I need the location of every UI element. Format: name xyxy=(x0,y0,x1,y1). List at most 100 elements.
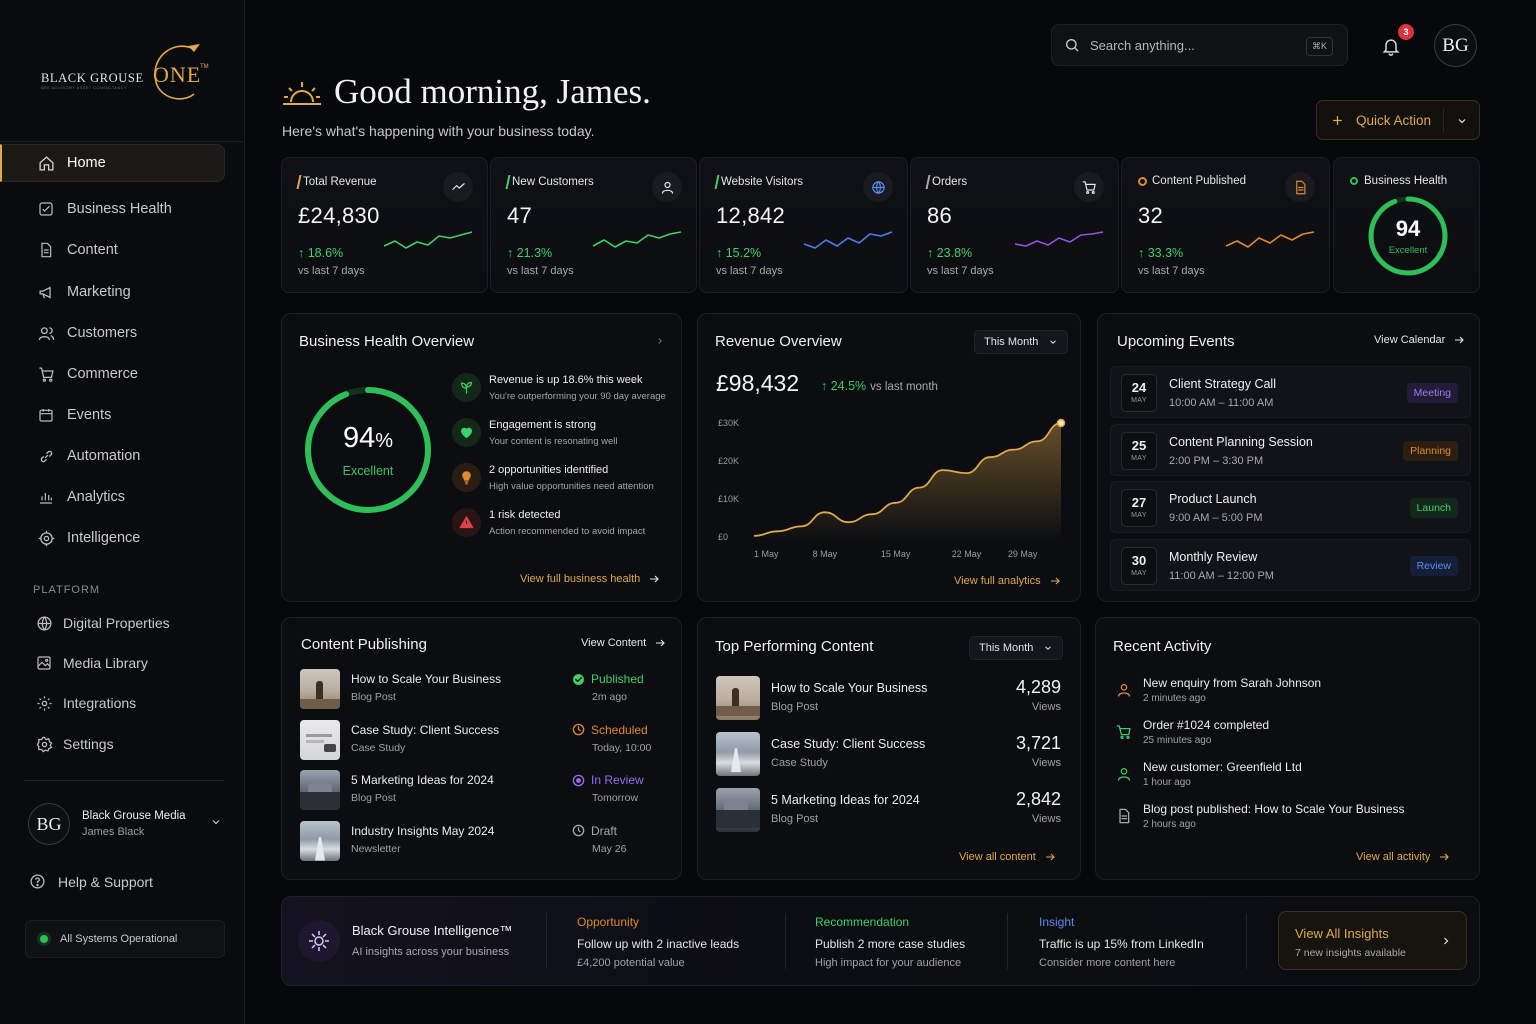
sidebar-item-label: Digital Properties xyxy=(63,615,170,631)
view-calendar-link[interactable]: View Calendar xyxy=(1374,334,1465,346)
sidebar-item-automation[interactable]: Automation xyxy=(0,437,225,475)
page-title: Good morning, James. xyxy=(334,72,651,111)
insight-opportunity[interactable]: Opportunity Follow up with 2 inactive le… xyxy=(577,915,739,969)
event-date: 24 MAY xyxy=(1121,374,1157,412)
account-avatar: BG xyxy=(28,803,70,845)
insight-desc: Action recommended to avoid impact xyxy=(489,526,646,537)
sidebar-item-media-library[interactable]: Media Library xyxy=(0,645,225,681)
quick-action-separator xyxy=(1443,109,1444,133)
chevron-down-icon xyxy=(1050,340,1057,344)
y-tick-label: £0 xyxy=(718,532,728,542)
y-tick-label: £10K xyxy=(718,494,739,504)
sidebar-item-customers[interactable]: Customers xyxy=(0,314,225,352)
sidebar-item-digital-properties[interactable]: Digital Properties xyxy=(0,605,225,641)
insight-subtext: £4,200 potential value xyxy=(577,957,685,969)
arrow-right-icon xyxy=(1050,577,1060,585)
top-content-period-select[interactable]: This Month xyxy=(969,636,1064,660)
panel-title: Revenue Overview xyxy=(715,333,842,350)
sidebar-item-marketing[interactable]: Marketing xyxy=(0,273,225,311)
search-bar[interactable]: ⌘K xyxy=(1051,24,1348,66)
kpi-change: ↑ 18.6% xyxy=(298,246,344,260)
kpi-value: 86 xyxy=(927,203,953,228)
x-tick-label: 15 May xyxy=(881,549,911,559)
sidebar-item-settings[interactable]: Settings xyxy=(0,726,225,762)
sidebar-item-home[interactable]: Home xyxy=(0,144,225,182)
insight-heading: Recommendation xyxy=(815,915,910,929)
view-all-insights-button[interactable]: View All Insights 7 new insights availab… xyxy=(1278,911,1467,970)
change-sub: vs last month xyxy=(870,381,938,393)
user-avatar[interactable]: BG xyxy=(1434,24,1477,67)
kpi-comparison: vs last 7 days xyxy=(507,265,574,277)
x-tick-label: 8 May xyxy=(813,549,838,559)
sidebar-item-analytics[interactable]: Analytics xyxy=(0,478,225,516)
event-item[interactable]: 30 MAY Monthly Review 11:00 AM – 12:00 P… xyxy=(1110,538,1471,591)
kpi-card-content-published[interactable]: Content Published 32 ↑ 33.3% vs last 7 d… xyxy=(1121,157,1330,293)
event-item[interactable]: 24 MAY Client Strategy Call 10:00 AM – 1… xyxy=(1110,366,1471,418)
view-business-health-link[interactable]: View full business health xyxy=(520,573,660,585)
content-item[interactable]: Industry Insights May 2024 Newsletter Dr… xyxy=(300,820,670,861)
content-when: Tomorrow xyxy=(592,792,639,804)
notifications-button[interactable] xyxy=(1369,24,1413,68)
view-all-content-link[interactable]: View all content xyxy=(959,851,1056,863)
sidebar-item-integrations[interactable]: Integrations xyxy=(0,685,225,721)
event-item[interactable]: 27 MAY Product Launch 9:00 AM – 5:00 PM … xyxy=(1110,481,1471,533)
activity-time: 2 minutes ago xyxy=(1143,693,1206,704)
top-content-item[interactable]: Case Study: Client Success Case Study 3,… xyxy=(716,732,1061,776)
user-icon xyxy=(1114,680,1134,700)
content-item[interactable]: 5 Marketing Ideas for 2024 Blog Post In … xyxy=(300,770,670,810)
kpi-card-business-health[interactable]: Business Health 94 Excellent xyxy=(1333,157,1480,293)
y-tick-label: £20K xyxy=(718,456,739,466)
kpi-title-text: Orders xyxy=(932,176,968,188)
quick-action-button[interactable]: Quick Action xyxy=(1316,100,1480,140)
kpi-card-total-revenue[interactable]: Total Revenue £24,830 ↑ 18.6% vs last 7 … xyxy=(281,157,488,293)
health-insight-item[interactable]: 1 risk detected Action recommended to av… xyxy=(452,508,645,537)
page-subtitle: Here's what's happening with your busine… xyxy=(282,123,595,139)
sidebar-divider xyxy=(24,780,224,781)
health-insight-item[interactable]: 2 opportunities identified High value op… xyxy=(452,463,654,492)
chevron-down-icon xyxy=(1045,646,1052,650)
sidebar-item-label: Home xyxy=(67,155,106,171)
health-score-value: 94% xyxy=(302,422,434,455)
kpi-card-new-customers[interactable]: New Customers 47 ↑ 21.3% vs last 7 days xyxy=(490,157,697,293)
kpi-title: Content Published xyxy=(1138,175,1246,187)
view-analytics-link[interactable]: View full analytics xyxy=(954,575,1061,587)
user-icon xyxy=(652,172,682,202)
chevron-right-icon[interactable] xyxy=(655,336,665,346)
content-item[interactable]: How to Scale Your Business Blog Post Pub… xyxy=(300,669,670,709)
sidebar-item-intelligence[interactable]: Intelligence xyxy=(0,519,225,557)
event-tag: Meeting xyxy=(1406,383,1458,403)
insight-insight[interactable]: Insight Traffic is up 15% from LinkedIn … xyxy=(1039,915,1204,969)
kpi-card-website-visitors[interactable]: Website Visitors 12,842 ↑ 15.2% vs last … xyxy=(699,157,908,293)
kpi-comparison: vs last 7 days xyxy=(1138,265,1205,277)
health-insight-item[interactable]: Engagement is strong Your content is res… xyxy=(452,418,618,447)
revenue-period-select[interactable]: This Month xyxy=(974,330,1069,354)
help-support-link[interactable]: Help & Support xyxy=(29,873,153,890)
sidebar-item-label: Marketing xyxy=(67,284,131,300)
health-insight-item[interactable]: Revenue is up 18.6% this week You're out… xyxy=(452,373,666,402)
insight-recommendation[interactable]: Recommendation Publish 2 more case studi… xyxy=(815,915,965,969)
insight-heading: Opportunity xyxy=(577,915,640,929)
nav-divider xyxy=(0,141,245,142)
sidebar-item-events[interactable]: Events xyxy=(0,396,225,434)
arrow-right-icon xyxy=(1455,336,1465,344)
sidebar-item-commerce[interactable]: Commerce xyxy=(0,355,225,393)
search-input[interactable] xyxy=(1090,37,1290,53)
sidebar-item-business-health[interactable]: Business Health xyxy=(0,190,225,228)
revenue-endpoint[interactable] xyxy=(1056,418,1066,428)
gear-icon xyxy=(35,735,53,753)
top-content-item[interactable]: 5 Marketing Ideas for 2024 Blog Post 2,8… xyxy=(716,788,1061,832)
kpi-card-orders[interactable]: Orders 86 ↑ 23.8% vs last 7 days xyxy=(910,157,1119,293)
chevron-down-icon[interactable] xyxy=(1456,115,1468,127)
brand-logo[interactable]: BLACK GROUSE ONE TM BEE ADVISORY ASSET C… xyxy=(40,42,220,106)
top-content-item[interactable]: How to Scale Your Business Blog Post 4,2… xyxy=(716,676,1061,720)
clock-icon xyxy=(572,723,585,736)
kpi-mark xyxy=(1138,176,1147,186)
view-all-activity-link[interactable]: View all activity xyxy=(1356,851,1450,863)
view-content-link[interactable]: View Content xyxy=(581,637,666,649)
sidebar-item-label: Events xyxy=(67,407,112,423)
event-item[interactable]: 25 MAY Content Planning Session 2:00 PM … xyxy=(1110,423,1471,476)
logo-word-secondary: ONE xyxy=(153,62,202,87)
account-switcher[interactable]: BG Black Grouse Media James Black xyxy=(28,802,228,846)
content-item[interactable]: Case Study: Client Success Case Study Sc… xyxy=(300,719,670,760)
sidebar-item-content[interactable]: Content xyxy=(0,231,225,269)
